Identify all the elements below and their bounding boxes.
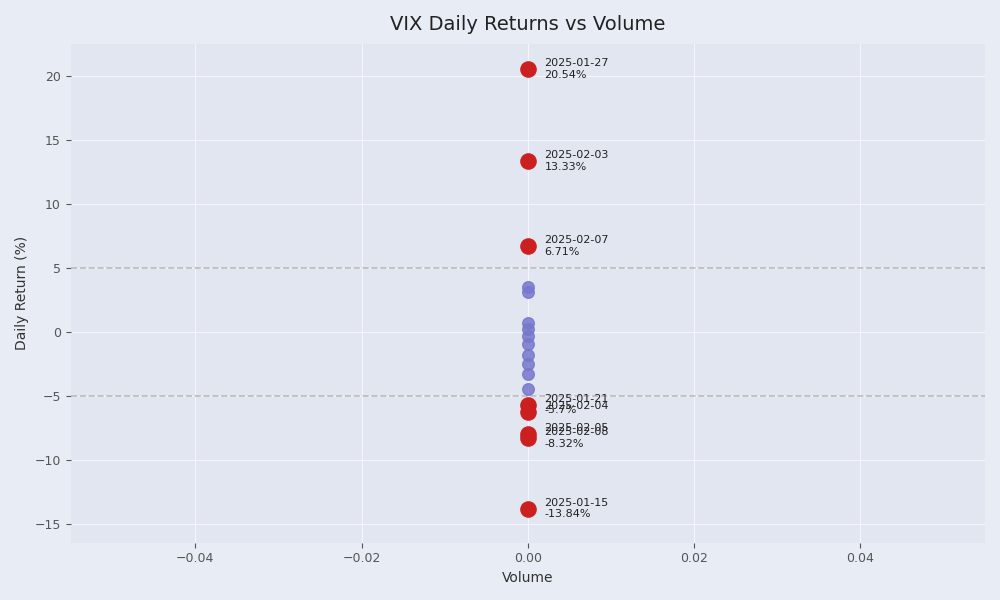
Point <box>520 340 536 349</box>
Point <box>520 331 536 340</box>
Text: 2025-01-15
-13.84%: 2025-01-15 -13.84% <box>544 498 609 520</box>
Point <box>520 64 536 74</box>
X-axis label: Volume: Volume <box>502 571 554 585</box>
Point <box>520 282 536 292</box>
Text: 2025-02-04: 2025-02-04 <box>544 401 609 411</box>
Text: 2025-01-27
20.54%: 2025-01-27 20.54% <box>544 58 609 80</box>
Point <box>520 241 536 251</box>
Point <box>520 350 536 359</box>
Point <box>520 359 536 368</box>
Text: 2025-02-05: 2025-02-05 <box>544 422 609 433</box>
Title: VIX Daily Returns vs Volume: VIX Daily Returns vs Volume <box>390 15 666 34</box>
Text: 2025-01-21
-5.7%: 2025-01-21 -5.7% <box>544 394 609 415</box>
Text: 2025-02-08
-8.32%: 2025-02-08 -8.32% <box>544 427 609 449</box>
Point <box>520 318 536 328</box>
Point <box>520 429 536 439</box>
Point <box>520 504 536 514</box>
Point <box>520 325 536 334</box>
Text: 2025-02-03
13.33%: 2025-02-03 13.33% <box>544 151 609 172</box>
Text: 2025-02-07
6.71%: 2025-02-07 6.71% <box>544 235 609 257</box>
Y-axis label: Daily Return (%): Daily Return (%) <box>15 236 29 350</box>
Point <box>520 369 536 379</box>
Point <box>520 157 536 166</box>
Point <box>520 385 536 394</box>
Point <box>520 407 536 417</box>
Point <box>520 400 536 409</box>
Point <box>520 433 536 443</box>
Point <box>520 287 536 297</box>
